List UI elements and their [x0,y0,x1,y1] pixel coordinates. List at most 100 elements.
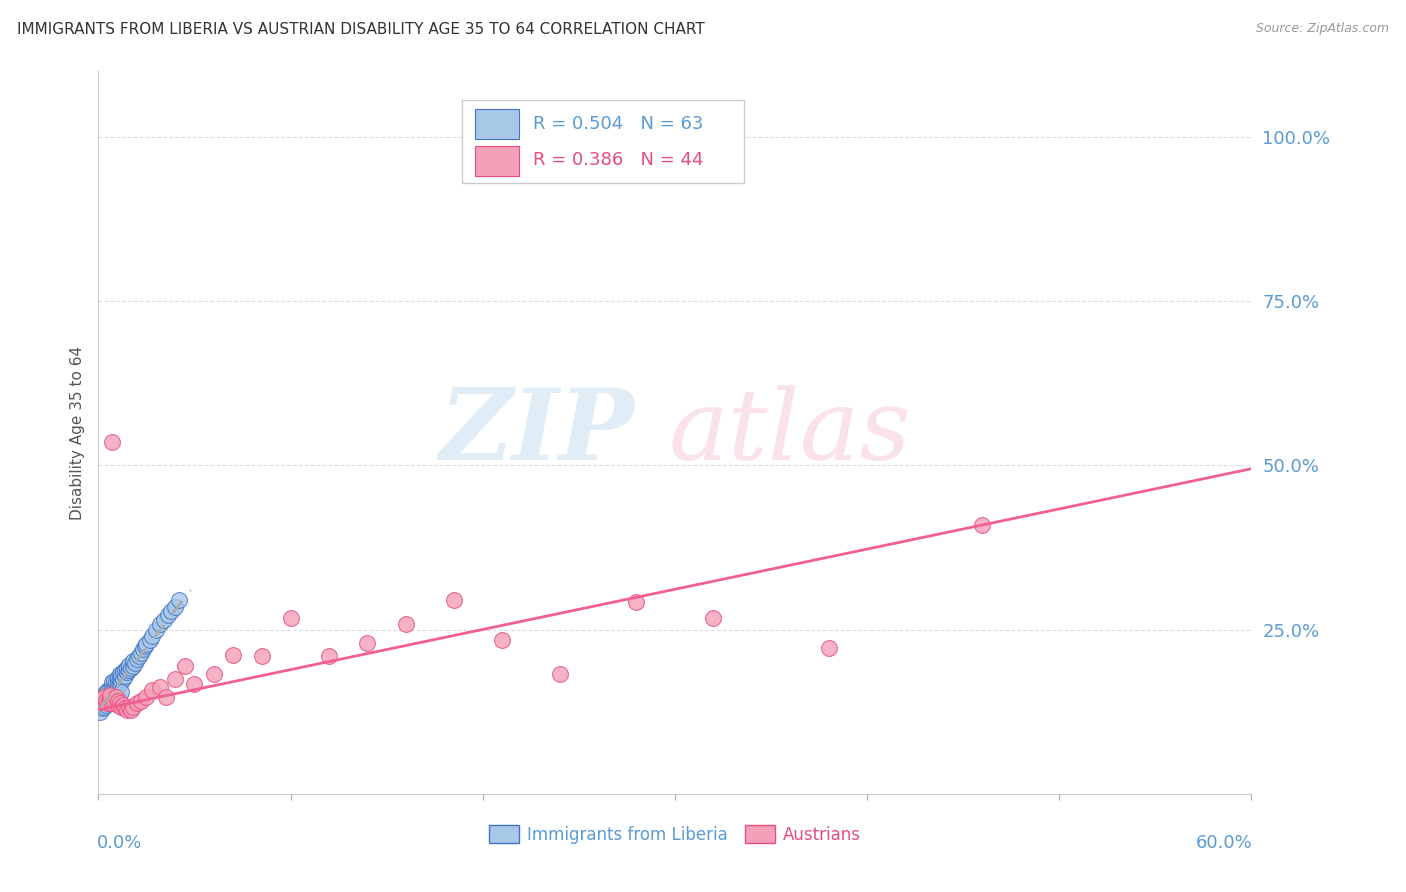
Point [145,623,167,637]
Point [128,648,150,663]
Point [139,632,162,647]
Point [118,658,141,673]
Point [101,685,124,699]
Point [626,595,648,609]
Point [118,700,141,714]
Point [101,696,124,710]
Point [122,700,145,714]
Point [104,675,127,690]
Point [103,691,125,706]
Point [110,673,132,688]
Point [120,703,142,717]
Point [156,608,179,623]
Point [120,661,142,675]
Point [817,641,839,656]
Text: atlas: atlas [669,385,911,480]
Point [135,637,157,651]
Point [118,664,141,678]
Point [129,646,152,660]
Bar [475,145,519,176]
Point [108,672,131,686]
Point [103,683,125,698]
Point [972,517,994,532]
Text: R = 0.386   N = 44: R = 0.386 N = 44 [533,151,703,169]
Point [548,667,571,681]
Point [110,685,132,699]
Point [91,698,114,713]
Point [131,642,153,657]
Point [98,695,121,709]
Point [112,665,135,680]
Point [91,701,114,715]
Point [93,689,115,703]
Point [117,665,139,680]
Point [93,690,115,704]
Point [356,636,378,650]
Point [125,696,148,710]
Point [125,652,148,666]
Point [107,689,129,703]
Bar [475,109,519,139]
Point [174,658,197,673]
Point [89,695,111,709]
Point [103,678,125,692]
Point [93,695,115,709]
Point [103,673,125,688]
Point [117,703,139,717]
Point [101,675,124,690]
Point [122,654,145,668]
Point [110,700,132,714]
Point [134,639,156,653]
Text: 0.0%: 0.0% [97,834,142,852]
Point [155,690,177,704]
Point [165,672,187,686]
Point [160,604,183,618]
Point [149,617,172,632]
Point [183,676,205,690]
Point [104,690,127,704]
Point [108,676,131,690]
Text: 60.0%: 60.0% [1195,834,1253,852]
Point [101,435,124,450]
Legend: Immigrants from Liberia, Austrians: Immigrants from Liberia, Austrians [482,819,868,851]
Point [702,611,724,625]
Point [107,698,129,713]
Point [165,599,187,614]
Point [104,681,127,695]
Text: Source: ZipAtlas.com: Source: ZipAtlas.com [1256,22,1389,36]
Y-axis label: Disability Age 35 to 64: Disability Age 35 to 64 [69,345,84,520]
Point [107,678,129,692]
Point [122,658,145,673]
Point [101,681,124,695]
Point [280,611,302,625]
Point [112,698,135,713]
Point [117,661,139,675]
Point [97,696,120,710]
Point [107,673,129,688]
Point [94,698,117,713]
Point [167,593,190,607]
Point [107,670,129,684]
Point [97,696,120,710]
Point [250,648,273,663]
Point [93,700,115,714]
Point [107,693,129,707]
Point [114,701,136,715]
Point [108,696,131,710]
Point [141,629,163,643]
Point [89,705,111,719]
Text: R = 0.504   N = 63: R = 0.504 N = 63 [533,114,703,133]
Point [114,664,136,678]
Point [149,681,172,695]
Point [112,672,135,686]
Point [91,691,114,706]
Point [108,667,131,681]
Point [98,689,121,703]
Point [98,691,121,706]
Point [395,617,418,632]
Point [141,683,163,698]
Text: ZIP: ZIP [439,384,634,481]
Point [94,685,117,699]
Point [110,668,132,682]
Point [98,689,121,703]
